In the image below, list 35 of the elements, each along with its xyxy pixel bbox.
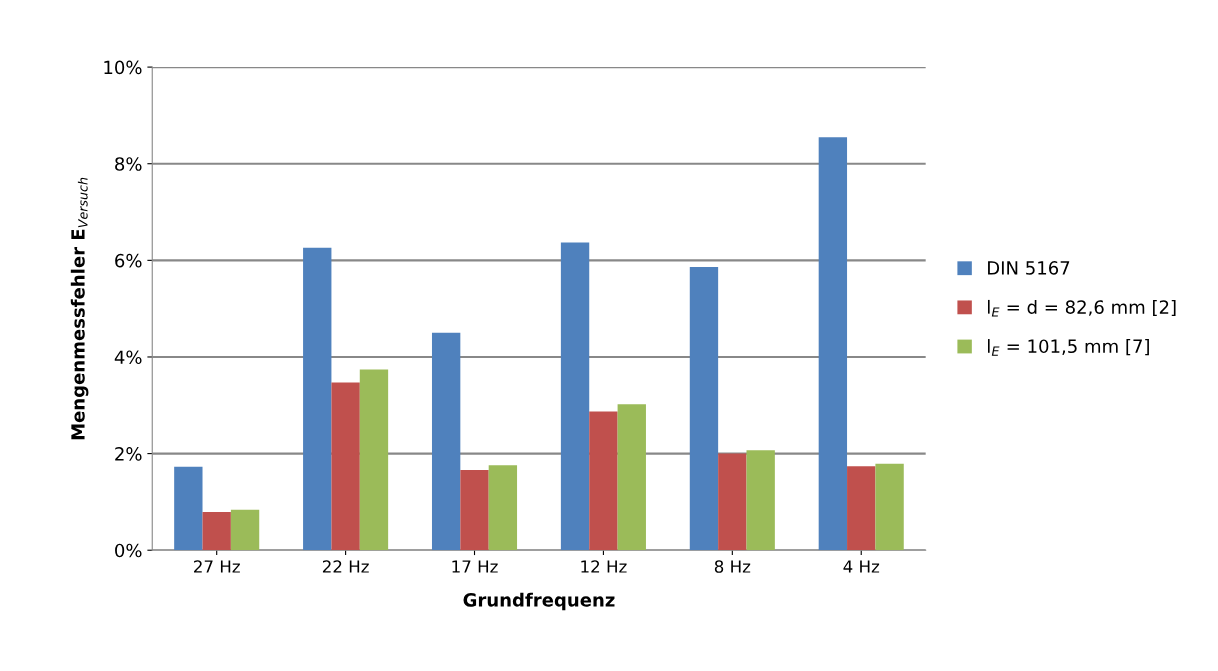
x-axis-title: Grundfrequenz: [463, 592, 615, 611]
x-tick-label: 17 Hz: [452, 560, 498, 573]
bar: [689, 267, 719, 551]
y-tick-label: 2%: [115, 447, 142, 461]
bar: [560, 242, 590, 551]
bar: [460, 470, 489, 551]
bar: [202, 512, 231, 551]
legend-label: DIN 5167: [988, 261, 1070, 275]
x-tick-label: 12 Hz: [581, 560, 627, 573]
bar: [174, 466, 203, 551]
bar: [746, 450, 775, 551]
bar: [818, 137, 848, 551]
y-tick-label: 8%: [115, 157, 142, 171]
bar: [431, 332, 461, 551]
bar: [359, 369, 389, 551]
y-axis-title: Mengenmessfehler E$_{Versuch}$: [70, 177, 89, 440]
x-tick-label: 8 Hz: [714, 560, 751, 573]
bar: [718, 453, 747, 551]
x-tick-label: 27 Hz: [194, 560, 240, 573]
legend-label: l$_{E}$ = 101,5 mm [7]: [987, 339, 1149, 356]
bar: [331, 382, 360, 551]
bar: [847, 466, 876, 551]
y-tick-label: 0%: [115, 543, 142, 558]
y-tick-label: 6%: [115, 253, 142, 268]
bar: [303, 247, 332, 551]
y-tick-label: 4%: [114, 350, 142, 365]
x-tick-label: 4 Hz: [843, 560, 880, 573]
bar: [589, 411, 618, 551]
y-tick-label: 10%: [104, 60, 142, 75]
legend-label: l$_{E}$ = d = 82,6 mm [2]: [987, 299, 1176, 317]
bar: [488, 465, 518, 551]
bar: [617, 404, 646, 551]
x-tick-label: 22 Hz: [322, 560, 369, 573]
bar: [875, 463, 904, 551]
bar: [230, 509, 260, 551]
